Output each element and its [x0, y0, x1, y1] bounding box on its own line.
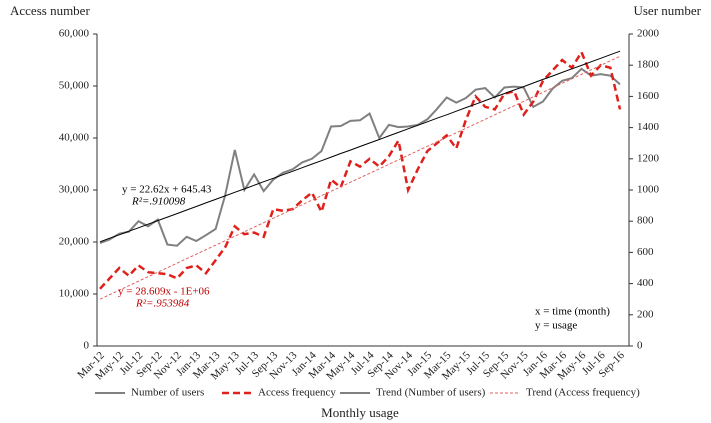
annotation: R²=.953984 [135, 298, 190, 310]
y2-tick-label: 600 [637, 246, 654, 258]
y2-tick-label: 1600 [637, 90, 660, 102]
annotation: y = 28.609x - 1E+06 [118, 286, 210, 298]
y-axis-title: Access number [10, 3, 90, 18]
legend-label: Trend (Access frequency) [526, 387, 640, 399]
legend-label: Trend (Number of users) [376, 387, 486, 399]
series-line [99, 50, 621, 243]
annotation: x = time (month) [535, 306, 610, 318]
y2-tick-label: 1800 [637, 59, 660, 71]
y2-tick-label: 200 [637, 308, 654, 320]
series-line [99, 49, 622, 290]
y-tick-label: 50,000 [59, 80, 90, 92]
y-tick-label: 40,000 [59, 132, 90, 144]
y2-tick-label: 800 [637, 215, 654, 227]
annotation: y = 22.62x + 645.43 [122, 184, 212, 196]
annotation: y = usage [535, 320, 577, 332]
x-axis-title: Monthly usage [321, 405, 399, 420]
y2-tick-label: 2000 [637, 28, 660, 40]
y-tick-label: 10,000 [59, 288, 90, 300]
y2-tick-label: 400 [637, 277, 654, 289]
y-tick-label: 20,000 [59, 236, 90, 248]
series-line [99, 67, 621, 247]
series-line [99, 55, 621, 300]
y2-tick-label: 1000 [637, 184, 660, 196]
y2-tick-label: 1200 [637, 152, 660, 164]
legend-label: Access frequency [258, 387, 336, 399]
legend-label: Number of users [131, 387, 204, 399]
y-tick-label: 0 [84, 340, 90, 352]
y-tick-label: 30,000 [59, 184, 90, 196]
y2-tick-label: 0 [637, 340, 643, 352]
y-tick-label: 60,000 [59, 28, 90, 40]
annotation: R²=.910098 [131, 196, 186, 208]
y2-axis-title: User number [633, 3, 701, 18]
y2-tick-label: 1400 [637, 121, 660, 133]
